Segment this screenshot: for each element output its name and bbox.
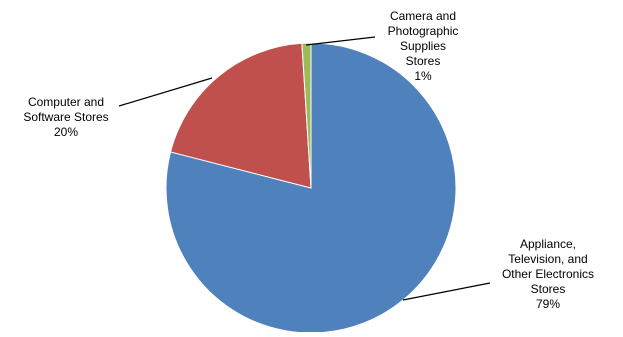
- data-label-percent: 1%: [414, 69, 432, 83]
- data-label-text: Stores: [406, 54, 441, 68]
- data-label-text: Computer and: [28, 95, 104, 109]
- leader-line-camera-and-photographic-supplies-stores: [305, 36, 376, 46]
- data-label-text: Appliance,: [520, 237, 576, 251]
- pie-slice-computer-and-software-stores: [169, 42, 312, 189]
- data-label-percent: 20%: [54, 125, 78, 139]
- pie-slice-camera-and-photographic-supplies-stores: [301, 42, 312, 189]
- data-label-text: Stores: [531, 282, 566, 296]
- data-label-text: Supplies: [400, 39, 446, 53]
- data-label-text: Television, and: [508, 252, 587, 266]
- data-label-text: Other Electronics: [502, 267, 594, 281]
- leader-line-appliance-television-and-other-electronics-stores: [402, 282, 491, 301]
- data-label-text: Photographic: [388, 24, 459, 38]
- data-label-text: Software Stores: [23, 110, 108, 124]
- data-label-percent: 79%: [536, 297, 560, 311]
- leader-line-computer-and-software-stores: [118, 77, 213, 107]
- data-label-text: Camera and: [390, 9, 456, 23]
